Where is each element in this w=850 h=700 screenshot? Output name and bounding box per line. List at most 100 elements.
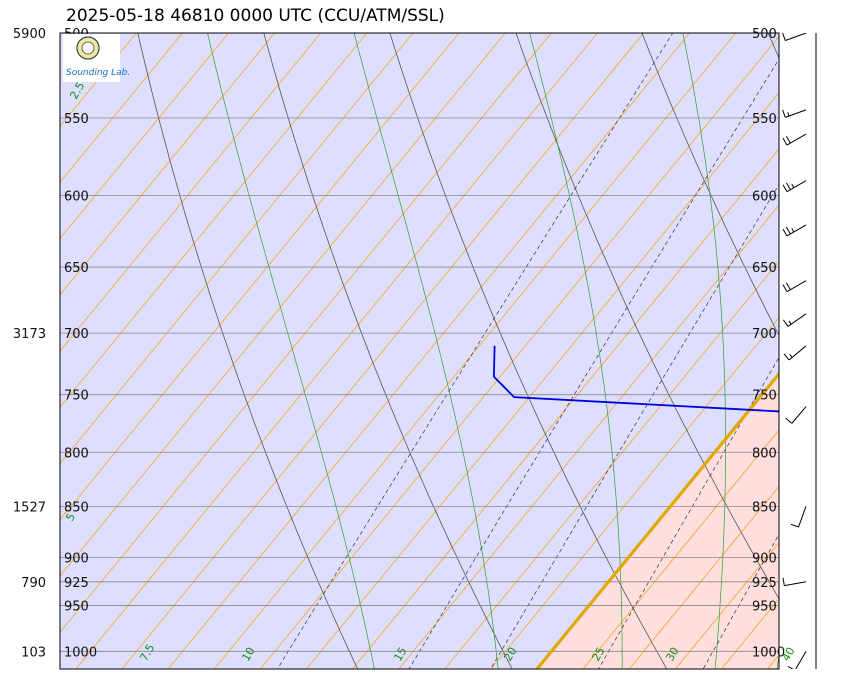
isotherm-label: 6 — [802, 223, 816, 237]
wind-barb-flag — [790, 523, 799, 528]
pressure-label-right: 925 — [752, 576, 777, 591]
pressure-label-right: 950 — [752, 600, 777, 615]
isotherm-line — [60, 33, 506, 577]
mixing-ratio-line — [276, 33, 674, 669]
wind-barb-flag — [782, 33, 786, 41]
pressure-label-right: 750 — [752, 389, 777, 404]
isotherm-label: 0 — [822, 310, 836, 324]
pressure-label-left: 650 — [64, 261, 89, 276]
mixing-ratio-line — [408, 58, 779, 669]
isotherm-line — [60, 33, 368, 408]
pressure-label-left: 1000 — [64, 645, 97, 660]
zero-isotherm — [535, 371, 779, 669]
isotherm-label: 9 — [794, 176, 808, 190]
wind-barb-flag — [785, 135, 791, 144]
isotherm-line — [60, 33, 275, 296]
wind-barb-flag — [782, 137, 788, 146]
wind-barb — [785, 406, 807, 424]
pressure-label-right: 1000 — [752, 645, 785, 660]
isotherm-line — [398, 204, 779, 669]
wind-barb-flag — [785, 226, 791, 235]
wind-barb — [783, 345, 807, 361]
logo-text: Sounding Lab. — [66, 68, 130, 78]
wind-barb — [782, 224, 807, 237]
isotherm-line — [767, 654, 779, 669]
isotherm-label: 12 — [788, 121, 807, 140]
wind-barb-flag — [785, 282, 791, 290]
wind-barb — [782, 180, 807, 193]
pressure-label-right: 850 — [752, 500, 777, 515]
wind-barb-half — [787, 112, 790, 117]
isotherm-line — [60, 33, 552, 633]
wind-barb-flag — [787, 665, 794, 669]
wind-barb — [787, 651, 807, 669]
isotherm-line — [60, 33, 460, 521]
wind-barb — [782, 33, 807, 41]
pressure-label-right: 650 — [752, 261, 777, 276]
pressure-label-left: 850 — [64, 500, 89, 515]
isotherm-label: 3 — [811, 267, 825, 281]
wind-barb-flag — [782, 577, 785, 586]
isotherm-line — [167, 33, 690, 669]
isotherm-line — [60, 33, 414, 465]
plot-border — [59, 32, 780, 670]
bottom-axis-label: 25 — [589, 645, 607, 664]
wind-barb-staff — [786, 280, 807, 293]
plot-frame — [59, 32, 817, 670]
isotherm-line — [444, 260, 779, 669]
dry-adiabat — [263, 33, 513, 669]
wind-barb-half — [791, 183, 795, 188]
moist-adiabat — [682, 33, 726, 669]
background-fills — [60, 33, 779, 669]
wind-barb-staff — [785, 33, 807, 41]
axis-labels: 5005005505506006006506507007007507508008… — [13, 27, 798, 664]
pressure-label-left: 800 — [64, 446, 89, 461]
bottom-axis-label: 20 — [501, 645, 519, 664]
dry-adiabat — [137, 33, 359, 669]
wind-barb — [782, 577, 807, 587]
isotherm-line — [75, 33, 598, 669]
mixing-ratio-line — [598, 356, 779, 669]
wind-barb-staff — [784, 581, 807, 587]
pressure-label-right: 500 — [752, 27, 777, 42]
moist-adiabat — [529, 33, 623, 669]
wind-barb-staff — [791, 406, 807, 424]
mixing-ratio-line — [490, 183, 779, 669]
height-label: 1527 — [13, 500, 46, 515]
wind-barb-staff — [787, 313, 807, 327]
wind-barb-flag — [785, 182, 791, 190]
isotherm-line — [60, 33, 183, 183]
pressure-label-right: 550 — [752, 112, 777, 127]
wind-barb-flag — [782, 109, 786, 118]
isotherm-line — [213, 33, 737, 669]
wind-barb-flag — [782, 319, 789, 327]
wind-barb-staff — [788, 345, 807, 361]
isotherm-line — [306, 92, 779, 669]
wind-barb-half — [789, 354, 793, 358]
height-label: 3173 — [13, 327, 46, 342]
bottom-axis-label: 30 — [663, 645, 681, 664]
wind-barb-staff — [786, 180, 807, 193]
sounding-traces — [492, 345, 779, 413]
pressure-label-left: 925 — [64, 576, 89, 591]
pressure-label-left: 750 — [64, 389, 89, 404]
wind-barb-flag — [782, 284, 788, 292]
wind-barb-half — [791, 228, 795, 233]
pressure-label-right: 700 — [752, 327, 777, 342]
wind-barb-staff — [795, 651, 807, 669]
wind-barb — [782, 313, 807, 327]
wind-barb-flag — [782, 184, 788, 192]
moist-adiabat — [837, 0, 850, 678]
height-label: 790 — [21, 576, 46, 591]
wind-barb-staff — [786, 133, 807, 146]
pressure-label-right: 800 — [752, 446, 777, 461]
wind-barb — [790, 506, 807, 528]
pressure-label-left: 600 — [64, 190, 89, 205]
pressure-label-left: 700 — [64, 327, 89, 342]
wind-barb — [782, 133, 807, 146]
isotherm-line — [352, 148, 779, 669]
height-label: 103 — [21, 645, 46, 660]
chart-title: 2025-05-18 46810 0000 UTC (CCU/ATM/SSL) — [66, 6, 445, 26]
isotherm-label: 3 — [835, 350, 849, 364]
